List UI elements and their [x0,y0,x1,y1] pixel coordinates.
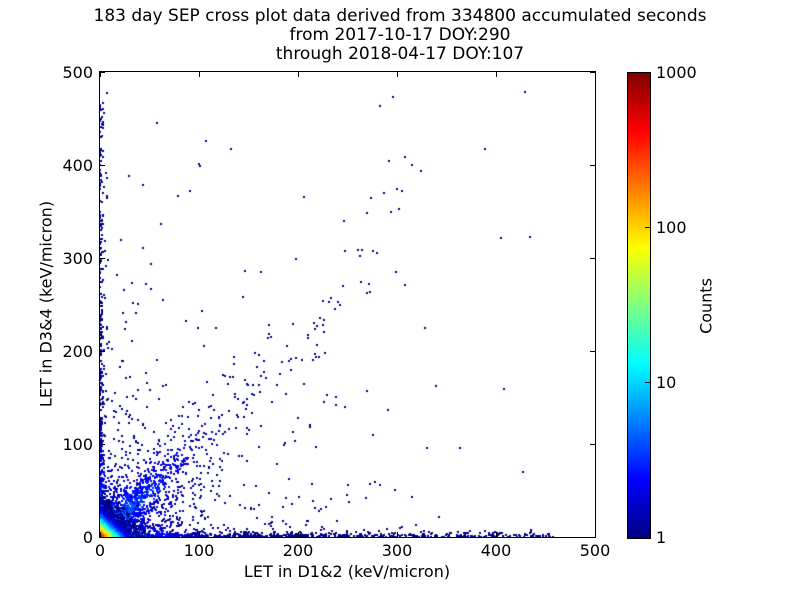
colorbar-label: Counts [696,278,716,334]
tick-mark [100,532,101,537]
tick-mark [590,72,595,73]
colorbar-tick-label: 1000 [656,63,697,82]
tick-mark [199,532,200,537]
tick-mark [199,72,200,77]
y-axis-label: LET in D3&4 (keV/micron) [36,200,56,408]
x-tick-label: 100 [183,541,215,560]
x-tick-label: 200 [282,541,314,560]
y-tick-label: 500 [62,63,93,82]
tick-mark [100,537,105,538]
title-line-2: from 2017-10-17 DOY:290 [289,25,511,45]
tick-mark [590,165,595,166]
tick-mark [590,537,595,538]
colorbar-gradient [628,73,650,538]
tick-mark [595,532,596,537]
y-tick-label: 200 [62,342,93,361]
x-tick-label: 0 [94,541,106,560]
plot-axes-border [99,71,596,538]
colorbar-tick-label: 1 [656,528,667,547]
tick-mark [100,351,105,352]
figure-title: 183 day SEP cross plot data derived from… [0,7,800,64]
title-line-1: 183 day SEP cross plot data derived from… [93,6,707,26]
tick-mark [397,72,398,77]
y-tick-label: 300 [62,249,93,268]
tick-mark [100,165,105,166]
x-tick-label: 500 [579,541,611,560]
tick-mark [595,72,596,77]
x-tick-label: 300 [381,541,413,560]
tick-mark [397,532,398,537]
scatter-density-plot [100,72,595,537]
tick-mark [100,444,105,445]
tick-mark [298,532,299,537]
colorbar-tick-label: 100 [656,218,687,237]
tick-mark [590,258,595,259]
title-line-3: through 2018-04-17 DOY:107 [275,44,525,64]
tick-mark [590,444,595,445]
tick-mark [100,258,105,259]
y-tick-label: 0 [82,528,93,547]
tick-mark [496,72,497,77]
colorbar-tick-label: 10 [656,373,677,392]
colorbar-tick-mark [645,382,650,383]
tick-mark [496,532,497,537]
y-tick-label: 400 [62,156,93,175]
x-axis-label: LET in D1&2 (keV/micron) [243,562,451,581]
y-tick-label: 100 [62,435,93,454]
tick-mark [100,72,101,77]
colorbar [627,72,651,539]
tick-mark [298,72,299,77]
colorbar-tick-mark [645,227,650,228]
tick-mark [100,72,105,73]
x-tick-label: 400 [480,541,512,560]
tick-mark [590,351,595,352]
